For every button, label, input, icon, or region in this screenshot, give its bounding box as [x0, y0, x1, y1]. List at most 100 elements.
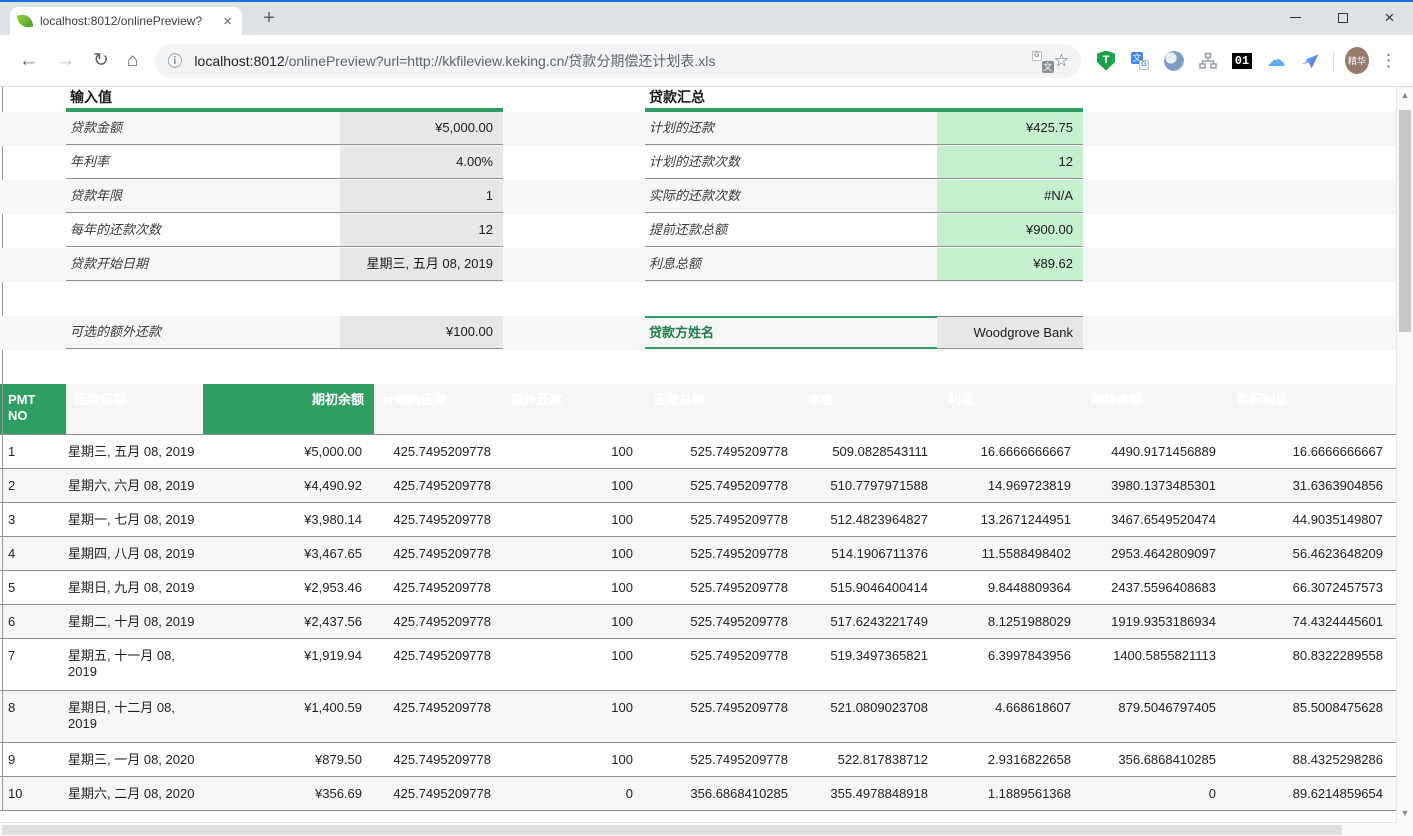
scrollbar-corner: [1396, 822, 1413, 836]
cell-number: 879.5046797405: [1083, 691, 1228, 742]
extension-bird-icon[interactable]: [1298, 49, 1322, 73]
avatar-label: 精华: [1345, 47, 1369, 74]
cell-pmt-no: 3: [0, 503, 66, 536]
summary-section-title: 贷款汇总: [645, 87, 1083, 112]
browser-toolbar: ← → ↻ ⌂ ⓘ localhost:8012/onlinePreview?u…: [0, 35, 1413, 87]
bookmark-star-icon[interactable]: ☆: [1054, 51, 1069, 71]
cell-number: ¥3,467.65: [203, 537, 374, 570]
cell-group: 计划的还款¥425.75: [645, 112, 1083, 145]
cell-pmt-no: 5: [0, 571, 66, 604]
cell-date: 星期二, 十月 08, 2019: [66, 605, 203, 638]
new-tab-button[interactable]: +: [256, 6, 282, 32]
cell-number: 3467.6549520474: [1083, 503, 1228, 536]
section-header-row: 输入值 贷款汇总: [0, 87, 1396, 112]
cell-number: 355.4978848918: [800, 777, 940, 810]
cell-value: ¥89.62: [937, 248, 1083, 280]
cell-value: 12: [340, 214, 503, 246]
schedule-row: 1星期三, 五月 08, 2019¥5,000.00425.7495209778…: [0, 435, 1396, 469]
sheet-row-empty: [0, 282, 1396, 316]
home-icon[interactable]: ⌂: [127, 51, 138, 71]
sheet-row: 贷款金额¥5,000.00计划的还款¥425.75: [0, 112, 1396, 146]
close-window-button[interactable]: ×: [1366, 0, 1413, 35]
cell-number: 100: [503, 503, 645, 536]
translate-zh-glyph: 文: [1042, 61, 1054, 73]
cell-group: 利息总额¥89.62: [645, 248, 1083, 281]
cell-group: 年利率4.00%: [66, 146, 503, 179]
browser-tab[interactable]: localhost:8012/onlinePreview? ×: [10, 7, 242, 35]
cell-group: 计划的还款次数12: [645, 146, 1083, 179]
cell-pmt-no: 10: [0, 777, 66, 810]
extension-sitemap-icon[interactable]: [1196, 49, 1220, 73]
extension-swirl-icon[interactable]: [1162, 49, 1186, 73]
schedule-header-cell: 累积利息: [1228, 384, 1395, 434]
extension-01-badge[interactable]: 01: [1230, 49, 1254, 73]
toolbar-separator: [1333, 51, 1334, 71]
extension-cloud-icon[interactable]: ☁: [1264, 49, 1288, 73]
cell-number: 525.7495209778: [645, 691, 800, 742]
cell-number: 6.3997843956: [940, 639, 1083, 690]
url-host: localhost:8012: [194, 53, 284, 69]
cell-group: 实际的还款次数#N/A: [645, 180, 1083, 213]
cell-value: #N/A: [937, 180, 1083, 212]
forward-icon[interactable]: →: [56, 51, 75, 71]
cell-number: 44.9035149807: [1228, 503, 1395, 536]
cell-group: 贷款方姓名Woodgrove Bank: [645, 316, 1083, 349]
schedule-header-cell: 计划的还款: [374, 384, 503, 434]
top-tables: 贷款金额¥5,000.00计划的还款¥425.75年利率4.00% 计划的还款次数…: [0, 112, 1396, 384]
input-section-title: 输入值: [66, 87, 503, 112]
reload-icon[interactable]: ↻: [93, 51, 109, 71]
cell-number: 2953.4642809097: [1083, 537, 1228, 570]
cell-number: 89.6214859654: [1228, 777, 1395, 810]
cell-pmt-no: 7: [0, 639, 66, 690]
tab-close-icon[interactable]: ×: [221, 14, 234, 29]
maximize-button[interactable]: [1319, 0, 1366, 35]
sheet-row: 贷款年限1实际的还款次数#N/A: [0, 180, 1396, 214]
scroll-up-icon[interactable]: ▲: [1397, 87, 1413, 104]
profile-avatar[interactable]: 精华: [1345, 49, 1369, 73]
translate-g-glyph: G: [1139, 60, 1149, 70]
cell-value: ¥100.00: [340, 316, 503, 348]
cell-number: 356.6868410285: [645, 777, 800, 810]
sheet-row: 每年的还款次数12提前还款总额¥900.00: [0, 214, 1396, 248]
cloud-glyph: ☁: [1267, 49, 1286, 72]
cell-number: 521.0809023708: [800, 691, 940, 742]
cell-label: 每年的还款次数: [66, 214, 340, 246]
cell-number: 525.7495209778: [645, 571, 800, 604]
cell-number: 525.7495209778: [645, 537, 800, 570]
cell-number: 356.6868410285: [1083, 743, 1228, 776]
extension-shield-icon[interactable]: T: [1094, 49, 1118, 73]
extension-icons: T 文G 01 ☁ 精华 ⋮: [1089, 49, 1403, 73]
cell-label: 年利率: [66, 146, 340, 178]
vertical-scrollbar[interactable]: ▲ ▼: [1396, 87, 1413, 822]
cell-date: 星期六, 二月 08, 2020: [66, 777, 203, 810]
cell-number: 88.4325298286: [1228, 743, 1395, 776]
minimize-button[interactable]: [1272, 0, 1319, 35]
cell-number: 16.6666666667: [940, 435, 1083, 468]
cell-number: 100: [503, 691, 645, 742]
scroll-down-icon[interactable]: ▼: [1397, 805, 1413, 822]
address-bar[interactable]: ⓘ localhost:8012/onlinePreview?url=http:…: [155, 44, 1081, 78]
cell-number: 425.7495209778: [374, 469, 503, 502]
vertical-scrollbar-thumb[interactable]: [1399, 110, 1411, 332]
cell-pmt-no: 9: [0, 743, 66, 776]
back-icon[interactable]: ←: [19, 51, 38, 71]
browser-menu-icon[interactable]: ⋮: [1380, 51, 1397, 71]
cell-number: 2437.5596408683: [1083, 571, 1228, 604]
cell-number: 80.8322289558: [1228, 639, 1395, 690]
cell-number: 11.5588498402: [940, 537, 1083, 570]
cell-number: 100: [503, 435, 645, 468]
horizontal-scrollbar[interactable]: [0, 822, 1396, 836]
page-info-icon[interactable]: ⓘ: [167, 50, 182, 71]
cell-label: 贷款金额: [66, 112, 340, 144]
extension-translate-icon[interactable]: 文G: [1128, 49, 1152, 73]
cell-number: 525.7495209778: [645, 639, 800, 690]
cell-number: 1400.5855821113: [1083, 639, 1228, 690]
cell-number: 514.1906711376: [800, 537, 940, 570]
cell-number: 100: [503, 605, 645, 638]
cell-label: 计划的还款次数: [645, 146, 937, 178]
cell-number: 9.8448809364: [940, 571, 1083, 604]
horizontal-scrollbar-thumb[interactable]: [2, 825, 1342, 835]
cell-number: 425.7495209778: [374, 571, 503, 604]
cell-label: 贷款年限: [66, 180, 340, 212]
cell-number: 425.7495209778: [374, 503, 503, 536]
